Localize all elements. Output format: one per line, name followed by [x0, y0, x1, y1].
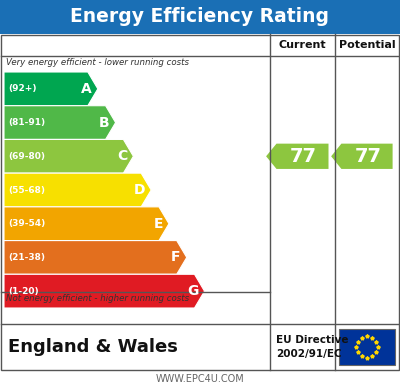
Text: 77: 77 [290, 147, 317, 166]
Polygon shape [4, 139, 133, 173]
Text: (69-80): (69-80) [8, 152, 45, 161]
Text: Not energy efficient - higher running costs: Not energy efficient - higher running co… [6, 294, 189, 303]
Text: Potential: Potential [339, 40, 395, 50]
Polygon shape [266, 144, 328, 169]
Text: G: G [187, 284, 198, 298]
Polygon shape [4, 106, 116, 139]
Text: B: B [99, 116, 110, 130]
Text: A: A [81, 82, 92, 96]
Text: (55-68): (55-68) [8, 185, 45, 194]
Text: (81-91): (81-91) [8, 118, 45, 127]
Text: (1-20): (1-20) [8, 287, 39, 296]
Text: England & Wales: England & Wales [8, 338, 178, 356]
Text: EU Directive
2002/91/EC: EU Directive 2002/91/EC [276, 335, 348, 359]
Text: D: D [134, 183, 145, 197]
Text: (92+): (92+) [8, 84, 36, 94]
Polygon shape [4, 274, 204, 308]
Text: F: F [171, 250, 181, 265]
Polygon shape [4, 72, 98, 106]
Bar [0, 0, 400, 34]
Polygon shape [4, 173, 151, 207]
Polygon shape [4, 241, 187, 274]
Text: WWW.EPC4U.COM: WWW.EPC4U.COM [156, 374, 244, 384]
Polygon shape [331, 144, 393, 169]
Text: (21-38): (21-38) [8, 253, 45, 262]
Polygon shape [4, 207, 169, 241]
Text: (39-54): (39-54) [8, 219, 45, 228]
Text: C: C [117, 149, 127, 163]
Text: E: E [154, 217, 163, 231]
Text: 77: 77 [354, 147, 382, 166]
Text: Current: Current [279, 40, 326, 50]
Bar [339, 329, 395, 365]
Bar [1, 35, 399, 370]
Text: Energy Efficiency Rating: Energy Efficiency Rating [70, 7, 330, 26]
Text: Very energy efficient - lower running costs: Very energy efficient - lower running co… [6, 58, 189, 67]
